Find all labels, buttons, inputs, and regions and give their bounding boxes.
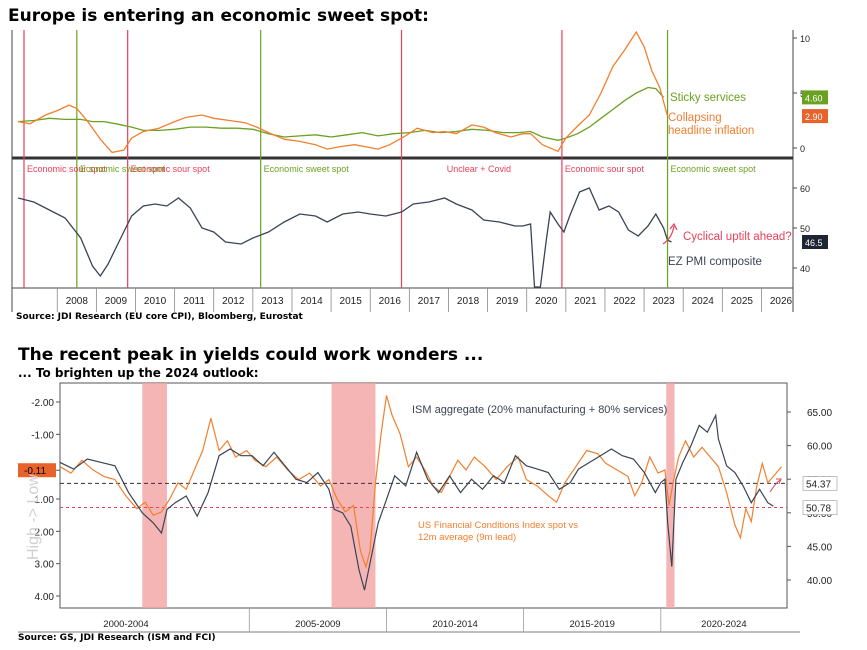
- left-y-tick-label: 1.00: [35, 495, 55, 506]
- x-tick-label: 2016: [379, 296, 402, 307]
- right-y-tick-label: 60.00: [807, 442, 832, 453]
- sticky-services-value: 4.60: [805, 93, 823, 103]
- x-tick-label: 2005-2009: [295, 619, 340, 630]
- x-tick-label: 2020-2024: [701, 619, 746, 630]
- x-tick-label: 2024: [692, 296, 715, 307]
- fci-label-line2: 12m average (9m lead): [418, 532, 516, 543]
- collapsing-label-line1: Collapsing: [668, 112, 722, 124]
- x-tick-label: 2013: [261, 296, 284, 307]
- sticky-services-label: Sticky services: [670, 92, 746, 104]
- x-tick-label: 2025: [731, 296, 754, 307]
- regime-label: Economic sweet spot: [671, 164, 757, 174]
- x-tick-label: 2010: [144, 296, 167, 307]
- x-tick-label: 2026: [770, 296, 793, 307]
- ism-label: ISM aggregate (20% manufacturing + 80% s…: [412, 404, 667, 416]
- regime-label: Unclear + Covid: [447, 164, 511, 174]
- x-tick-label: 2014: [300, 296, 323, 307]
- fci-arrow-icon: [769, 479, 781, 493]
- regime-label: Economic sour spot: [131, 164, 211, 174]
- headline-inflation-value-bg: [802, 109, 828, 124]
- fci-reference-value-bg: [802, 500, 838, 515]
- uptilt-arrowhead-icon: [669, 222, 678, 231]
- x-tick-label: 2015-2019: [570, 619, 615, 630]
- top-y-tick-label: 10: [800, 34, 810, 44]
- collapsing-label-line2: headline inflation: [668, 125, 754, 137]
- x-tick-label: 2008: [66, 296, 89, 307]
- regime-label: Economic sour spot: [565, 164, 645, 174]
- chart-subtitle-yields: ... To brighten up the 2024 outlook:: [18, 366, 259, 380]
- left-y-tick-label: 4.00: [35, 592, 55, 603]
- x-tick-label: 2011: [183, 296, 205, 307]
- chart-source-yields: Source: GS, JDI Research (ISM and FCI): [18, 633, 216, 643]
- ism-reference-value: 54.37: [806, 479, 831, 490]
- ez-pmi-line: [17, 187, 672, 288]
- fci-label-line1: US Financial Conditions Index spot vs: [418, 520, 578, 531]
- chart2-frame: [59, 382, 788, 609]
- regime-label: Economic sour spot: [27, 164, 107, 174]
- headline-inflation-value: 2.90: [805, 112, 823, 122]
- left-y-tick-label: 2.00: [35, 527, 55, 538]
- right-y-tick-label: 65.00: [807, 408, 832, 419]
- left-highlight-value: -0.11: [24, 466, 46, 477]
- left-highlight-bg: [18, 463, 56, 478]
- headline-inflation-line: [17, 30, 669, 154]
- ez-pmi-label: EZ PMI composite: [668, 256, 762, 268]
- x-tick-label: 2010-2014: [432, 619, 477, 630]
- left-y-tick-label: 3.00: [35, 560, 55, 571]
- recession-band: [331, 383, 376, 608]
- uptilt-arrow-icon: [662, 225, 675, 245]
- regime-label: Economic sweet spot: [80, 164, 166, 174]
- x-tick-label: 2019: [496, 296, 519, 307]
- x-tick-label: 2018: [457, 296, 480, 307]
- ism-reference-value-bg: [802, 476, 838, 491]
- x-tick-label: 2017: [418, 296, 441, 307]
- right-y-tick-label: 45.00: [807, 542, 832, 553]
- recession-band: [142, 383, 167, 608]
- ism-line: [59, 413, 774, 591]
- cyclical-uptilt-label: Cyclical uptilt ahead?: [683, 231, 792, 243]
- sticky-services-line: [18, 86, 665, 141]
- chart-title-europe: Europe is entering an economic sweet spo…: [8, 6, 429, 26]
- left-y-tick-label: -2.00: [31, 398, 54, 409]
- ez-pmi-value: 46.5: [805, 238, 823, 248]
- sticky-services-value-bg: [802, 90, 828, 105]
- x-tick-label: 2021: [574, 296, 597, 307]
- x-tick-label: 2000-2004: [103, 619, 148, 630]
- chart-title-yields: The recent peak in yields could work won…: [18, 345, 484, 365]
- fci-reference-value: 50.78: [806, 504, 831, 515]
- x-tick-label: 2020: [535, 296, 558, 307]
- ez-pmi-value-bg: [802, 235, 828, 249]
- left-y-tick-label: -1.00: [31, 430, 54, 441]
- x-tick-label: 2012: [222, 296, 245, 307]
- top-y-tick-label: 0: [800, 144, 805, 154]
- fci-arrowhead-icon: [776, 478, 782, 485]
- chart-source-europe: Source: JDI Research (EU core CPI), Bloo…: [16, 312, 303, 322]
- x-tick-label: 2022: [613, 296, 636, 307]
- x-tick-label: 2023: [653, 296, 676, 307]
- bottom-y-tick-label: 50: [800, 224, 810, 234]
- right-y-tick-label: 40.00: [807, 576, 832, 587]
- x-tick-label: 2015: [340, 296, 363, 307]
- left-axis-label: High -> Low: [25, 474, 42, 560]
- x-tick-label: 2009: [105, 296, 128, 307]
- bottom-y-tick-label: 40: [800, 264, 810, 274]
- regime-label: Economic sweet spot: [264, 164, 350, 174]
- bottom-y-tick-label: 60: [800, 184, 810, 194]
